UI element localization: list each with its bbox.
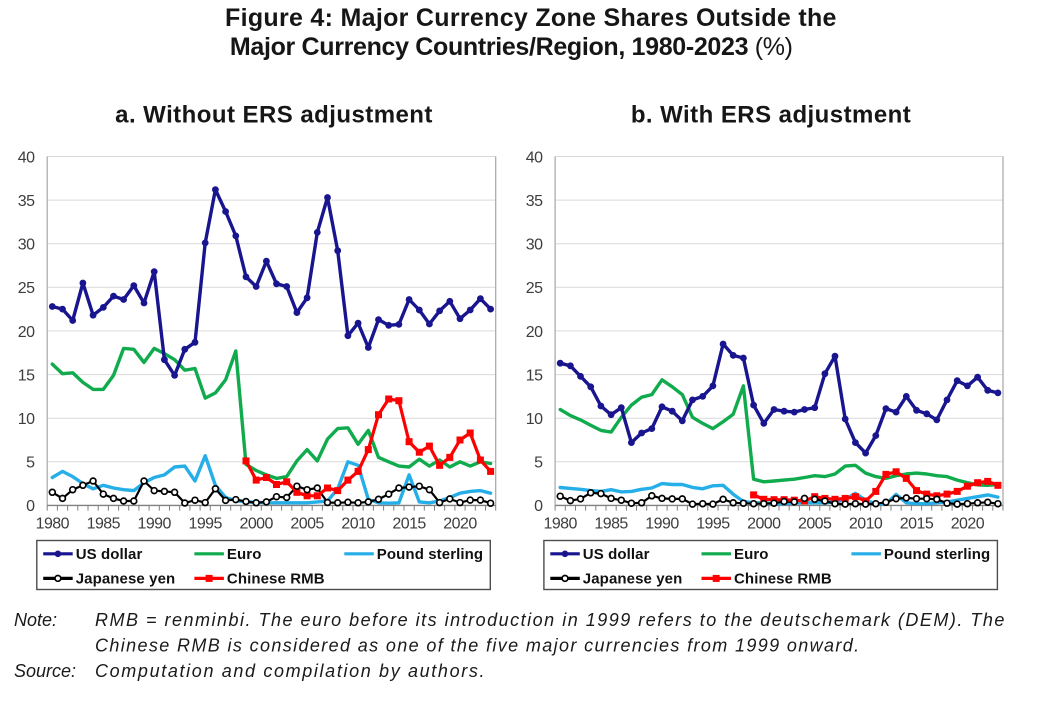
svg-text:1980: 1980	[36, 516, 70, 533]
svg-text:US dollar: US dollar	[76, 546, 143, 563]
svg-text:0: 0	[534, 498, 543, 515]
svg-text:1995: 1995	[696, 516, 730, 533]
svg-text:2015: 2015	[392, 516, 426, 533]
svg-text:RMB = renminbi. The euro befor: RMB = renminbi. The euro before its intr…	[95, 610, 1006, 630]
svg-text:1985: 1985	[594, 516, 628, 533]
svg-text:Source:: Source:	[14, 661, 76, 681]
svg-text:2000: 2000	[239, 516, 273, 533]
svg-text:1995: 1995	[188, 516, 222, 533]
svg-text:2005: 2005	[798, 516, 832, 533]
svg-text:a. Without ERS adjustment: a. Without ERS adjustment	[115, 101, 433, 128]
svg-text:Euro: Euro	[734, 546, 769, 563]
svg-text:2000: 2000	[747, 516, 781, 533]
svg-text:5: 5	[26, 455, 35, 472]
svg-text:1990: 1990	[137, 516, 171, 533]
svg-text:Chinese RMB: Chinese RMB	[227, 571, 325, 588]
svg-text:2020: 2020	[443, 516, 477, 533]
svg-text:2010: 2010	[849, 516, 883, 533]
svg-text:Chinese RMB is considered as o: Chinese RMB is considered as one of the …	[95, 636, 861, 656]
svg-text:1980: 1980	[543, 516, 577, 533]
svg-text:Pound sterling: Pound sterling	[884, 546, 990, 563]
svg-text:Japanese yen: Japanese yen	[76, 571, 176, 588]
svg-text:30: 30	[526, 237, 543, 254]
svg-text:35: 35	[526, 193, 543, 210]
svg-text:Computation and compilation by: Computation and compilation by authors.	[95, 661, 486, 681]
svg-text:2020: 2020	[951, 516, 985, 533]
svg-text:US dollar: US dollar	[583, 546, 650, 563]
svg-text:Major Currency Countries/Regio: Major Currency Countries/Region, 1980-20…	[230, 33, 793, 61]
svg-text:15: 15	[526, 367, 543, 384]
svg-text:2010: 2010	[341, 516, 375, 533]
svg-text:Japanese yen: Japanese yen	[583, 571, 683, 588]
svg-text:Chinese RMB: Chinese RMB	[734, 571, 832, 588]
svg-text:Pound sterling: Pound sterling	[377, 546, 483, 563]
svg-text:2005: 2005	[290, 516, 324, 533]
svg-text:b. With ERS adjustment: b. With ERS adjustment	[631, 101, 911, 128]
svg-text:15: 15	[18, 367, 35, 384]
svg-text:Euro: Euro	[227, 546, 262, 563]
svg-text:1990: 1990	[645, 516, 679, 533]
svg-text:1985: 1985	[87, 516, 121, 533]
svg-text:40: 40	[18, 149, 35, 166]
svg-text:40: 40	[526, 149, 543, 166]
svg-text:10: 10	[18, 411, 35, 428]
svg-text:30: 30	[18, 237, 35, 254]
svg-text:2015: 2015	[900, 516, 934, 533]
svg-text:20: 20	[18, 324, 35, 341]
svg-text:5: 5	[534, 455, 543, 472]
svg-text:0: 0	[26, 498, 35, 515]
svg-text:35: 35	[18, 193, 35, 210]
svg-text:Note:: Note:	[14, 610, 57, 630]
svg-text:10: 10	[526, 411, 543, 428]
svg-text:25: 25	[18, 280, 35, 297]
svg-text:25: 25	[526, 280, 543, 297]
svg-text:20: 20	[526, 324, 543, 341]
svg-text:Figure 4: Major Currency Zone: Figure 4: Major Currency Zone Shares Out…	[225, 4, 837, 32]
